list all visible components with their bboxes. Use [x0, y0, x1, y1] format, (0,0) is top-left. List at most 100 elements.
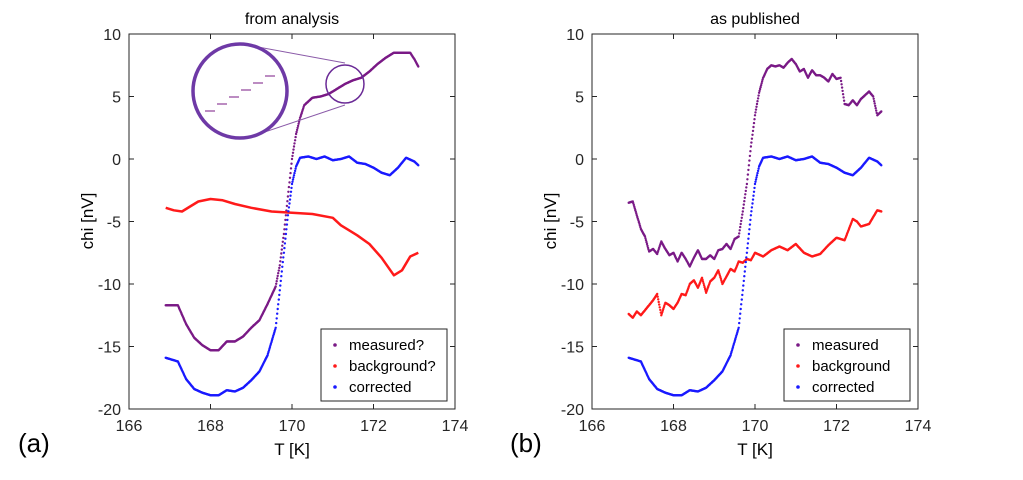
data-point — [759, 85, 762, 89]
data-point — [417, 65, 420, 68]
data-point — [756, 100, 759, 103]
data-point — [276, 312, 279, 315]
series-background — [627, 209, 883, 319]
data-point — [286, 195, 290, 198]
data-point — [755, 174, 759, 177]
data-point — [278, 289, 281, 292]
data-point — [759, 84, 763, 87]
y-tick-label: -15 — [561, 340, 584, 357]
data-point — [740, 219, 743, 223]
data-point — [747, 237, 750, 240]
data-point — [275, 280, 278, 283]
data-point — [657, 298, 660, 301]
data-point — [840, 86, 844, 89]
data-point — [295, 130, 298, 134]
y-tick-label: 0 — [112, 152, 121, 169]
y-tick-label: 10 — [103, 27, 121, 44]
legend-swatch — [796, 385, 800, 389]
data-point — [656, 292, 659, 296]
data-point — [277, 303, 280, 306]
data-point — [279, 284, 282, 287]
data-point — [291, 180, 294, 183]
legend-swatch — [796, 364, 800, 368]
data-point — [758, 89, 761, 93]
data-point — [738, 232, 741, 235]
data-point — [874, 107, 877, 110]
data-point — [286, 214, 290, 217]
data-point — [293, 171, 296, 175]
data-point — [274, 326, 277, 329]
series-corrected — [627, 155, 883, 397]
data-point — [754, 180, 757, 183]
data-point — [748, 228, 751, 231]
data-point — [281, 240, 284, 243]
data-point — [638, 222, 641, 225]
data-point — [296, 124, 300, 128]
legend-swatch — [333, 364, 337, 368]
data-point — [282, 256, 285, 259]
data-point — [289, 194, 292, 197]
data-point — [747, 168, 750, 172]
x-tick-label: 172 — [360, 418, 387, 435]
data-point — [288, 176, 292, 179]
data-point — [753, 182, 757, 186]
data-point — [741, 293, 744, 297]
data-point — [291, 154, 294, 158]
x-tick-label: 174 — [905, 418, 932, 435]
x-tick-label: 168 — [660, 418, 687, 435]
data-point — [739, 312, 742, 315]
data-point — [751, 133, 754, 136]
data-point — [290, 157, 294, 161]
legend-swatch — [796, 343, 800, 347]
data-point — [749, 218, 752, 222]
x-tick-label: 172 — [823, 418, 850, 435]
data-point — [282, 232, 286, 236]
data-point — [873, 102, 876, 105]
data-point — [284, 232, 288, 236]
data-point — [756, 97, 760, 100]
data-point — [279, 279, 282, 283]
data-point — [294, 135, 297, 139]
data-point — [283, 228, 286, 231]
data-point — [742, 279, 745, 283]
data-point — [703, 285, 706, 289]
data-point — [288, 198, 292, 201]
data-point — [743, 275, 746, 278]
data-point — [280, 270, 283, 273]
data-point — [754, 111, 757, 114]
data-point — [287, 210, 290, 213]
data-point — [277, 298, 280, 301]
data-point — [286, 218, 289, 222]
x-tick-label: 166 — [116, 418, 143, 435]
data-point — [280, 252, 283, 255]
data-point — [761, 78, 764, 81]
data-point — [760, 80, 764, 83]
y-tick-label: -5 — [570, 215, 584, 232]
y-tick-label: -10 — [561, 277, 584, 294]
data-point — [289, 190, 293, 193]
data-point — [280, 248, 283, 251]
series-measured — [164, 51, 420, 352]
data-point — [701, 278, 704, 281]
data-point — [278, 266, 281, 270]
data-point — [747, 232, 751, 236]
data-point — [745, 251, 749, 254]
data-point — [290, 162, 293, 165]
data-point — [750, 206, 754, 209]
legend-entry: background — [812, 358, 890, 375]
data-point — [283, 223, 287, 226]
x-tick-label: 166 — [579, 418, 606, 435]
data-point — [750, 141, 753, 144]
legend-entry: background? — [349, 358, 436, 375]
data-point — [719, 277, 723, 280]
data-point — [842, 96, 845, 99]
y-tick-label: -15 — [98, 340, 121, 357]
series-corrected — [164, 155, 420, 397]
data-point — [880, 110, 883, 113]
data-point — [745, 182, 749, 186]
legend-swatch — [333, 385, 337, 389]
data-point — [292, 145, 296, 148]
data-point — [749, 214, 753, 217]
data-point — [754, 178, 758, 181]
